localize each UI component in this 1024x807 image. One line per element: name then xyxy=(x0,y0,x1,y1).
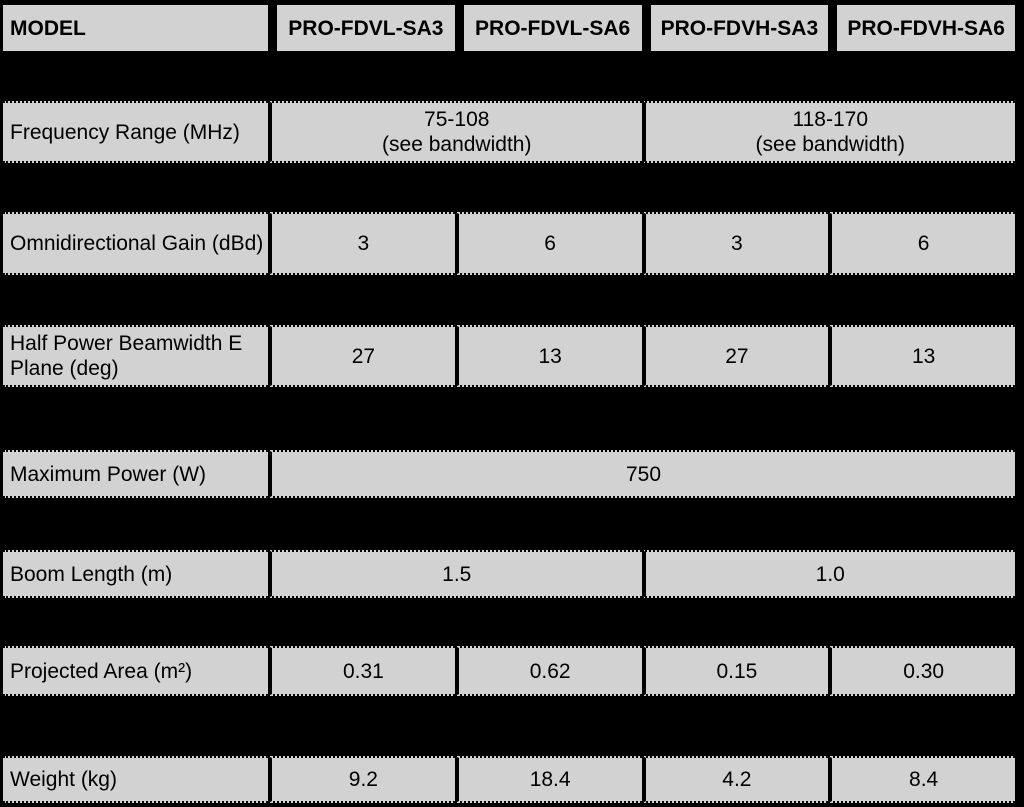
row-label-frequency-range: Frequency Range (MHz) xyxy=(3,101,268,163)
row-boom-length: Boom Length (m) 1.5 1.0 xyxy=(3,550,1015,598)
cell-beamwidth-fdvl-sa6: 13 xyxy=(454,325,642,387)
frequency-low-note: (see bandwidth) xyxy=(382,133,532,156)
cell-frequency-low-band: 75-108 (see bandwidth) xyxy=(268,101,642,163)
header-row: MODEL PRO-FDVL-SA3 PRO-FDVL-SA6 PRO-FDVH… xyxy=(3,5,1015,51)
row-label-omnidirectional-gain: Omnidirectional Gain (dBd) xyxy=(3,212,268,275)
header-col-pro-fdvh-sa6: PRO-FDVH-SA6 xyxy=(828,5,1015,51)
row-maximum-power: Maximum Power (W) 750 xyxy=(3,450,1015,498)
row-label-boom-length: Boom Length (m) xyxy=(3,550,268,598)
cell-gain-fdvh-sa6: 6 xyxy=(828,212,1015,275)
cell-weight-fdvl-sa6: 18.4 xyxy=(454,756,642,803)
header-col-pro-fdvl-sa3: PRO-FDVL-SA3 xyxy=(268,5,455,51)
spec-table: MODEL PRO-FDVL-SA3 PRO-FDVL-SA6 PRO-FDVH… xyxy=(3,0,1015,807)
row-label-projected-area: Projected Area (m²) xyxy=(3,646,268,696)
cell-area-fdvh-sa6: 0.30 xyxy=(828,646,1015,696)
frequency-low-value: 75-108 xyxy=(424,108,490,131)
row-label-weight: Weight (kg) xyxy=(3,756,268,803)
cell-beamwidth-fdvh-sa6: 13 xyxy=(828,325,1015,387)
row-projected-area: Projected Area (m²) 0.31 0.62 0.15 0.30 xyxy=(3,646,1015,696)
row-omnidirectional-gain: Omnidirectional Gain (dBd) 3 6 3 6 xyxy=(3,212,1015,275)
row-label-half-power-beamwidth: Half Power Beamwidth E Plane (deg) xyxy=(3,325,268,387)
cell-weight-fdvl-sa3: 9.2 xyxy=(268,756,455,803)
frequency-high-note: (see bandwidth) xyxy=(755,133,905,156)
cell-boom-length-fdvh: 1.0 xyxy=(641,550,1015,598)
cell-area-fdvh-sa3: 0.15 xyxy=(641,646,829,696)
cell-beamwidth-fdvl-sa3: 27 xyxy=(268,325,455,387)
row-frequency-range: Frequency Range (MHz) 75-108 (see bandwi… xyxy=(3,101,1015,163)
cell-frequency-high-band: 118-170 (see bandwidth) xyxy=(641,101,1015,163)
cell-gain-fdvl-sa3: 3 xyxy=(268,212,455,275)
row-half-power-beamwidth: Half Power Beamwidth E Plane (deg) 27 13… xyxy=(3,325,1015,387)
row-label-maximum-power: Maximum Power (W) xyxy=(3,450,268,498)
header-col-pro-fdvh-sa3: PRO-FDVH-SA3 xyxy=(641,5,829,51)
cell-maximum-power-all: 750 xyxy=(268,450,1015,498)
cell-beamwidth-fdvh-sa3: 27 xyxy=(641,325,829,387)
cell-area-fdvl-sa3: 0.31 xyxy=(268,646,455,696)
cell-gain-fdvh-sa3: 3 xyxy=(641,212,829,275)
cell-gain-fdvl-sa6: 6 xyxy=(454,212,642,275)
cell-weight-fdvh-sa3: 4.2 xyxy=(641,756,829,803)
cell-weight-fdvh-sa6: 8.4 xyxy=(828,756,1015,803)
frequency-high-value: 118-170 xyxy=(792,108,868,131)
row-weight: Weight (kg) 9.2 18.4 4.2 8.4 xyxy=(3,756,1015,803)
cell-boom-length-fdvl: 1.5 xyxy=(268,550,642,598)
header-col-pro-fdvl-sa6: PRO-FDVL-SA6 xyxy=(454,5,642,51)
cell-area-fdvl-sa6: 0.62 xyxy=(454,646,642,696)
header-model-label: MODEL xyxy=(3,5,268,51)
